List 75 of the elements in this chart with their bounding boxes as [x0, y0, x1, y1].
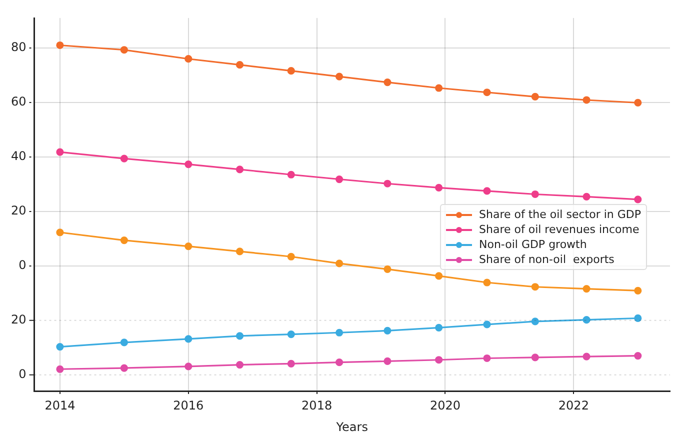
- point: [236, 248, 244, 256]
- point: [184, 55, 192, 63]
- point: [56, 41, 64, 50]
- point: [582, 316, 590, 324]
- legend-label: Share of non-oil exports: [478, 252, 616, 267]
- point: [435, 324, 443, 332]
- legend-label: Non-oil GDP growth: [478, 237, 588, 252]
- point: [120, 364, 128, 372]
- y-tick-label: 80: [10, 40, 26, 54]
- point: [582, 96, 590, 104]
- point: [236, 332, 244, 340]
- point: [435, 84, 443, 92]
- point: [56, 343, 64, 351]
- point: [335, 260, 344, 268]
- point: [184, 335, 192, 343]
- point: [384, 180, 392, 188]
- point: [236, 61, 244, 69]
- point: [582, 192, 590, 200]
- point: [531, 92, 539, 101]
- point: [120, 236, 128, 244]
- point: [236, 360, 244, 369]
- point: [531, 283, 539, 291]
- x-axis-title: Years: [335, 420, 368, 434]
- point: [287, 360, 295, 368]
- legend-label: Share of oil revenues income: [478, 222, 640, 237]
- point: [435, 356, 443, 364]
- x-tick-label: 2020: [430, 398, 461, 413]
- point: [634, 98, 642, 107]
- point: [120, 338, 128, 346]
- point: [531, 354, 539, 362]
- x-tick-label: 2018: [302, 398, 332, 413]
- point: [120, 154, 128, 162]
- point: [287, 67, 295, 75]
- point: [335, 358, 344, 366]
- point: [531, 318, 539, 326]
- point: [56, 365, 64, 373]
- point: [483, 88, 491, 96]
- y-tick-label: 40: [10, 149, 26, 164]
- point: [335, 328, 344, 336]
- point: [236, 166, 244, 174]
- point: [384, 326, 392, 335]
- point: [120, 46, 128, 54]
- point: [56, 148, 64, 156]
- point: [634, 352, 642, 360]
- point: [184, 160, 192, 168]
- point: [287, 170, 295, 178]
- point: [335, 72, 344, 80]
- point: [634, 196, 642, 204]
- point: [56, 228, 64, 236]
- point: [435, 184, 443, 192]
- y-tick-label: 0: [18, 258, 26, 272]
- point: [483, 278, 491, 286]
- y-tick-label: 20: [10, 204, 26, 218]
- point: [335, 175, 344, 184]
- point: [531, 190, 539, 198]
- point: [634, 286, 642, 294]
- point: [582, 284, 590, 293]
- legend-label: Share of the oil sector in GDP: [478, 207, 641, 222]
- point: [287, 252, 295, 260]
- point: [483, 354, 491, 362]
- x-tick-label: 2016: [173, 398, 204, 413]
- y-tick-label: 60: [10, 94, 26, 109]
- point: [384, 357, 392, 366]
- point: [483, 320, 491, 328]
- x-tick-label: 2022: [558, 398, 589, 413]
- point: [184, 362, 192, 370]
- point: [384, 265, 392, 273]
- point: [384, 78, 392, 86]
- point: [287, 330, 295, 338]
- point: [582, 352, 590, 360]
- x-tick-label: 2014: [44, 398, 76, 413]
- point: [483, 187, 491, 195]
- point: [634, 314, 642, 322]
- point: [435, 272, 443, 280]
- point: [184, 242, 192, 250]
